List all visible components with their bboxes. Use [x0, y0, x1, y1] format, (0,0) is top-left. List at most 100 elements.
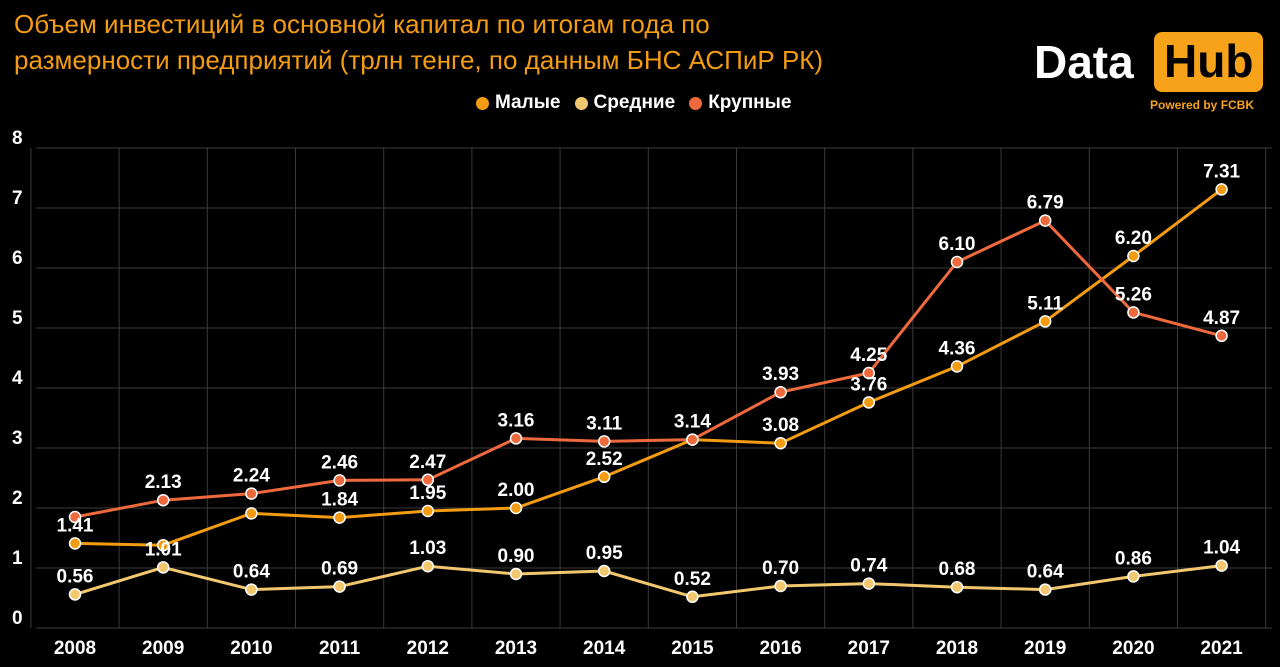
- series-small-data-label: 1.41: [57, 515, 94, 536]
- series-small-point: [421, 504, 435, 518]
- series-medium-data-label: 0.56: [57, 566, 94, 587]
- series-large-data-label: 2.47: [409, 452, 446, 473]
- series-large-data-label: 6.79: [1027, 193, 1064, 214]
- legend-label-small: Малые: [495, 92, 561, 113]
- y-tick-label: 6: [12, 248, 23, 269]
- series-small-point: [597, 470, 611, 484]
- series-small-point: [509, 501, 523, 515]
- series-large-point: [950, 255, 964, 269]
- logo-hub-badge: Hub: [1154, 32, 1264, 92]
- series-large-point: [1215, 329, 1228, 343]
- series-large-point: [1127, 306, 1140, 319]
- series-medium-data-label: 1.04: [1203, 538, 1240, 559]
- y-tick-label: 8: [12, 128, 23, 149]
- series-small-point: [1127, 249, 1140, 263]
- chart-title-line-2: размерности предприятий (трлн тенге, по …: [14, 45, 824, 75]
- series-small-point: [156, 538, 170, 552]
- x-tick-label: 2017: [848, 638, 890, 659]
- series-large-point: [68, 510, 82, 524]
- series-large-point: [686, 433, 699, 446]
- x-tick-label: 2010: [230, 638, 272, 659]
- series-small-data-label: 1.95: [409, 483, 446, 504]
- series-medium-point: [333, 580, 346, 593]
- series-medium-data-label: 0.95: [586, 543, 623, 564]
- series-medium-data-label: 0.90: [498, 546, 535, 567]
- x-tick-label: 2016: [759, 638, 801, 659]
- y-tick-label: 5: [12, 308, 23, 329]
- x-tick-label: 2011: [319, 638, 361, 659]
- series-medium-point: [421, 559, 435, 573]
- series-small-point: [1038, 315, 1052, 328]
- series-medium-data-label: 0.74: [850, 556, 887, 577]
- series-small-point: [245, 507, 258, 520]
- datahub-logo: Data Hub Powered by FCBK: [1034, 28, 1266, 120]
- series-large-point: [245, 487, 258, 500]
- series-small-data-label: 2.00: [498, 480, 535, 501]
- series-large-point: [509, 432, 523, 445]
- legend-label-medium: Средние: [593, 92, 676, 113]
- x-tick-label: 2020: [1112, 638, 1154, 659]
- series-large-point: [774, 385, 787, 399]
- series-large-data-label: 3.16: [498, 410, 535, 431]
- x-tick-label: 2008: [54, 638, 96, 659]
- y-tick-label: 4: [12, 368, 23, 389]
- series-medium-data-label: 1.01: [145, 539, 182, 560]
- series-large-line: [74, 219, 1222, 519]
- series-small-data-label: 1.84: [321, 490, 358, 511]
- x-tick-label: 2014: [583, 638, 626, 659]
- series-medium-point: [774, 579, 787, 593]
- series-large-data-label: 6.10: [939, 234, 976, 255]
- series-large-data-label: 2.24: [233, 466, 270, 487]
- series-medium-point: [245, 583, 258, 596]
- series-small-line: [74, 188, 1223, 547]
- series-small-data-label: 2.52: [586, 449, 623, 470]
- series-medium-data-label: 0.64: [1027, 562, 1064, 583]
- series-medium-point: [1127, 570, 1140, 583]
- series-large-point: [421, 473, 435, 487]
- series-small-point: [68, 537, 82, 550]
- series-large-data-label: 3.14: [674, 412, 711, 433]
- legend-label-large: Крупные: [708, 92, 792, 113]
- series-medium-point: [68, 588, 82, 601]
- series-small-point: [333, 511, 346, 524]
- series-small-point: [1215, 183, 1228, 196]
- series-large-point: [862, 366, 876, 380]
- logo-powered-by: Powered by FCBK: [1150, 98, 1255, 112]
- series-small-data-label: 3.76: [850, 374, 887, 395]
- y-tick-label: 1: [12, 548, 23, 569]
- series-medium-point: [597, 564, 611, 578]
- series-small-data-label: 3.08: [762, 415, 799, 436]
- series-medium-point: [862, 577, 876, 590]
- series-large-data-label: 4.87: [1203, 308, 1240, 329]
- chart-title-line-1: Объем инвестиций в основной капитал по и…: [14, 9, 710, 39]
- series-large-point: [156, 493, 170, 507]
- series-medium-data-label: 0.70: [762, 558, 799, 579]
- legend-item-large: Крупные: [689, 92, 791, 114]
- legend-item-medium: Средние: [574, 92, 676, 114]
- series-medium-data-label: 0.64: [233, 562, 270, 583]
- x-tick-label: 2009: [142, 638, 184, 659]
- x-tick-label: 2018: [936, 638, 978, 659]
- series-medium-point: [950, 580, 964, 594]
- series-large-point: [1038, 214, 1052, 227]
- y-tick-label: 0: [12, 608, 23, 629]
- series-large-data-label: 5.26: [1115, 284, 1152, 305]
- series-medium-data-label: 0.86: [1115, 548, 1152, 569]
- y-tick-label: 2: [12, 488, 23, 509]
- series-medium-point: [509, 567, 523, 581]
- series-small-data-label: 4.36: [939, 338, 976, 359]
- series-large-data-label: 4.25: [850, 345, 887, 366]
- x-tick-label: 2013: [495, 638, 537, 659]
- legend-item-small: Малые: [476, 92, 561, 114]
- series-small-data-label: 6.20: [1115, 228, 1152, 249]
- x-tick-label: 2019: [1024, 638, 1066, 659]
- series-large-data-label: 2.13: [145, 472, 182, 493]
- x-tick-label: 2021: [1200, 638, 1243, 659]
- series-large-data-label: 3.11: [586, 413, 622, 434]
- series-small-point: [862, 396, 876, 409]
- y-tick-label: 7: [12, 188, 23, 209]
- y-tick-label: 3: [12, 428, 23, 449]
- series-medium-point: [156, 561, 170, 574]
- series-medium-point: [686, 590, 699, 604]
